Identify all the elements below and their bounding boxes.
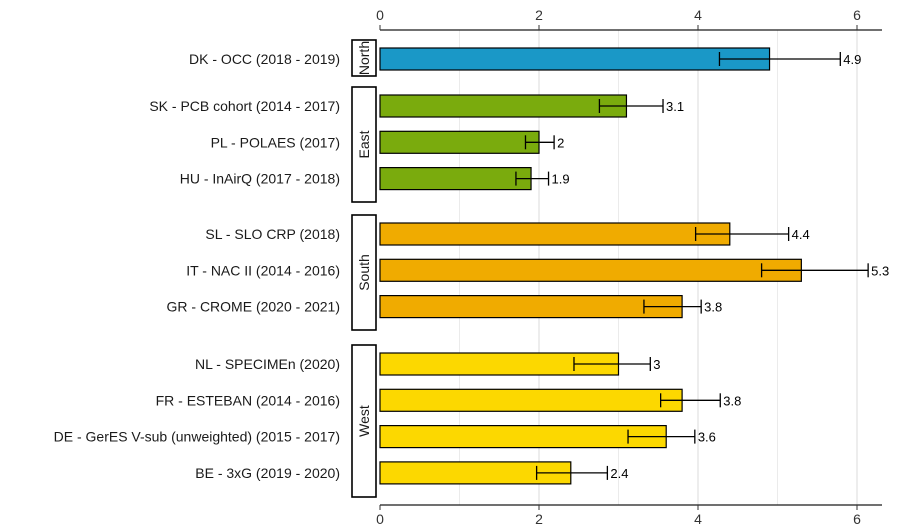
x-tick-label: 2 [535, 511, 543, 527]
facet-strip [351, 86, 377, 203]
value-label: 4.9 [843, 52, 861, 67]
facet-strip [351, 39, 377, 77]
facet-label: East [356, 130, 372, 158]
x-tick-label: 4 [694, 7, 702, 23]
category-label: BE - 3xG (2019 - 2020) [195, 465, 340, 481]
category-label: HU - InAirQ (2017 - 2018) [180, 171, 340, 187]
x-tick-label: 6 [853, 7, 861, 23]
panels: North DK - OCC (2018 - 2019) 4.9 East SK - P… [54, 39, 889, 498]
value-label: 1.9 [552, 172, 570, 187]
facet-label: North [356, 41, 372, 75]
category-label: GR - CROME (2020 - 2021) [167, 299, 341, 315]
bar [379, 295, 683, 319]
category-label: IT - NAC II (2014 - 2016) [186, 262, 340, 278]
bar [379, 94, 628, 118]
value-label: 2.4 [610, 466, 628, 481]
value-label: 4.4 [792, 227, 810, 242]
category-label: SL - SLO CRP (2018) [205, 226, 340, 242]
x-tick-label: 2 [535, 7, 543, 23]
category-label: DK - OCC (2018 - 2019) [189, 51, 340, 67]
facet-label: South [356, 254, 372, 291]
panel-west: West NL - SPECIMEn (2020) 3 FR - ESTEBAN (2… [54, 344, 741, 498]
bar [379, 222, 731, 246]
x-tick-label: 6 [853, 511, 861, 527]
value-label: 5.3 [871, 263, 889, 278]
bar [379, 167, 532, 191]
bar [379, 388, 683, 412]
value-label: 3.1 [666, 99, 684, 114]
bar [379, 47, 771, 71]
x-tick-label: 0 [376, 511, 384, 527]
facet-label: West [356, 405, 372, 437]
category-label: DE - GerES V-sub (unweighted) (2015 - 20… [54, 429, 340, 445]
x-axis-top: 0 2 4 6 [376, 7, 882, 31]
value-label: 3 [653, 357, 660, 372]
value-label: 3.6 [698, 430, 716, 445]
panel-east: East SK - PCB cohort (2014 - 2017) 3.1 PL -… [149, 86, 684, 203]
category-label: SK - PCB cohort (2014 - 2017) [149, 98, 340, 114]
value-label: 2 [557, 135, 564, 150]
bar [379, 258, 802, 282]
facet-strip [351, 344, 377, 498]
panel-north: North DK - OCC (2018 - 2019) 4.9 [189, 39, 861, 77]
value-label: 3.8 [723, 393, 741, 408]
category-label: NL - SPECIMEn (2020) [195, 356, 340, 372]
value-label: 3.8 [704, 300, 722, 315]
bar [379, 425, 667, 449]
facet-strip [351, 214, 377, 331]
category-label: FR - ESTEBAN (2014 - 2016) [156, 392, 340, 408]
x-axis-bottom: 0 2 4 6 [376, 504, 882, 527]
category-label: PL - POLAES (2017) [211, 134, 340, 150]
x-tick-label: 4 [694, 511, 702, 527]
x-tick-label: 0 [376, 7, 384, 23]
panel-south: South SL - SLO CRP (2018) 4.4 IT - NAC II (… [167, 214, 889, 331]
bar [379, 130, 540, 154]
